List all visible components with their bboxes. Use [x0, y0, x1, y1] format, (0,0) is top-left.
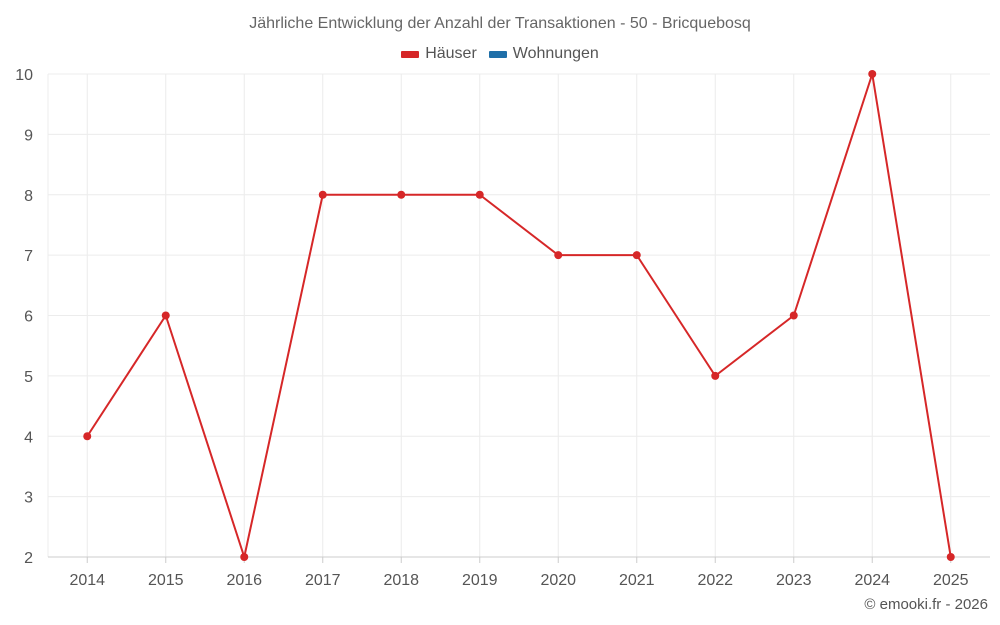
- x-tick-label: 2018: [383, 572, 419, 589]
- x-tick-label: 2014: [69, 572, 105, 589]
- data-point: [789, 311, 798, 320]
- data-point: [711, 371, 720, 380]
- data-point: [397, 190, 406, 199]
- x-tick-label: 2024: [854, 572, 890, 589]
- x-tick-label: 2017: [305, 572, 341, 589]
- data-point: [161, 311, 170, 320]
- legend-swatch-haeuser: [401, 50, 420, 58]
- chart-legend: Häuser Wohnungen: [0, 45, 1000, 63]
- data-point: [240, 553, 249, 561]
- legend-item-haeuser[interactable]: Häuser: [401, 45, 477, 63]
- y-tick-label: 3: [24, 490, 33, 507]
- x-tick-label: 2015: [148, 572, 184, 589]
- legend-label-wohnungen: Wohnungen: [512, 45, 599, 62]
- data-point: [946, 553, 955, 561]
- data-point: [554, 251, 563, 260]
- x-tick-label: 2021: [619, 572, 655, 589]
- x-tick-label: 2016: [226, 572, 262, 589]
- y-tick-label: 8: [24, 188, 33, 205]
- legend-label-haeuser: Häuser: [425, 45, 477, 62]
- x-tick-label: 2025: [933, 572, 969, 589]
- x-tick-label: 2022: [697, 572, 733, 589]
- data-point: [83, 432, 92, 441]
- copyright-footer: © emooki.fr - 2026: [864, 596, 988, 613]
- y-tick-label: 6: [24, 309, 33, 326]
- x-tick-label: 2023: [776, 572, 812, 589]
- data-point: [475, 190, 484, 199]
- y-tick-label: 9: [24, 127, 33, 144]
- series-line-häuser: [86, 73, 952, 558]
- y-tick-label: 4: [24, 429, 33, 446]
- y-tick-label: 7: [24, 248, 33, 265]
- y-tick-label: 2: [24, 550, 33, 567]
- y-tick-label: 5: [24, 369, 33, 386]
- data-point: [632, 251, 641, 260]
- legend-swatch-wohnungen: [488, 50, 507, 58]
- x-tick-label: 2019: [462, 572, 498, 589]
- chart-title: Jährliche Entwicklung der Anzahl der Tra…: [249, 15, 751, 32]
- legend-item-wohnungen[interactable]: Wohnungen: [488, 45, 599, 63]
- x-tick-label: 2020: [540, 572, 576, 589]
- data-point: [318, 190, 327, 199]
- data-point: [868, 70, 877, 78]
- y-tick-label: 10: [15, 67, 33, 84]
